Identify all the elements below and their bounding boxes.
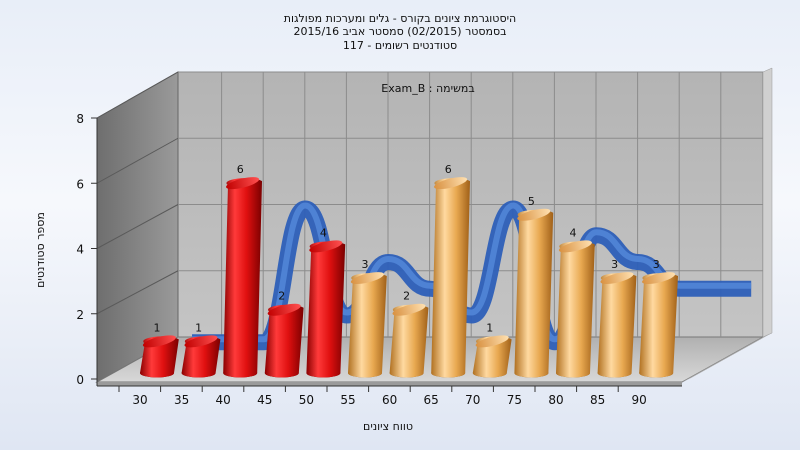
bar: 1 — [140, 321, 179, 378]
x-tick-label: 55 — [340, 393, 355, 407]
bar-body — [348, 273, 387, 378]
bar-value-label: 1 — [154, 321, 161, 334]
bar-value-label: 3 — [611, 258, 618, 271]
x-tick-label: 30 — [132, 393, 147, 407]
bar-body — [264, 304, 304, 378]
chart-title-line-1: היסטוגרמת ציונים בקורס - גלים ומערכות מפ… — [283, 12, 517, 25]
x-tick-label: 50 — [299, 393, 314, 407]
y-tick-label: 2 — [76, 308, 84, 322]
bar-top — [434, 177, 468, 190]
bar-top — [142, 335, 176, 348]
x-tick-label: 65 — [424, 393, 439, 407]
y-tick-label: 4 — [76, 243, 84, 257]
bar-top — [309, 240, 343, 253]
y-tick-label: 6 — [76, 177, 84, 191]
grid-lines — [96, 71, 763, 337]
x-tick-label: 45 — [257, 393, 272, 407]
bar: 2 — [264, 290, 304, 378]
x-tick-label: 70 — [465, 393, 480, 407]
grid-line-side — [96, 71, 179, 119]
bar-top — [226, 177, 260, 190]
chart-title-line-3: סטודנטים רשומים - 117 — [342, 39, 458, 52]
bar-top — [184, 335, 218, 348]
grid-line-side — [96, 137, 179, 184]
ribbon-highlight — [192, 202, 752, 343]
x-tick-label: 85 — [590, 393, 605, 407]
bar-value-label: 4 — [320, 226, 327, 239]
bar: 1 — [181, 321, 221, 378]
right-edge-depth — [762, 67, 773, 338]
x-tick-label: 75 — [507, 393, 522, 407]
bar: 6 — [431, 163, 470, 378]
bar: 3 — [639, 258, 678, 378]
chart-subtitle: במשימה : Exam_B — [381, 82, 474, 95]
bar-body — [639, 273, 678, 378]
y-tick-label: 0 — [76, 373, 84, 387]
y-tick-label: 8 — [76, 112, 84, 126]
bar-value-label: 2 — [278, 290, 285, 303]
bar-body — [431, 178, 470, 378]
bar-top — [642, 272, 676, 285]
bar-value-label: 1 — [486, 321, 493, 334]
floor-front-edge — [97, 382, 682, 386]
x-tick-label: 90 — [632, 393, 647, 407]
bar-value-label: 2 — [403, 290, 410, 303]
trend-ribbon — [191, 200, 752, 351]
bar-body — [223, 178, 262, 378]
floor-right-edge — [682, 333, 772, 382]
bar-body — [514, 209, 554, 378]
x-tick-label: 35 — [174, 393, 189, 407]
bar: 1 — [472, 321, 512, 378]
bar: 3 — [597, 258, 637, 378]
bar-body — [389, 304, 429, 378]
x-axis-label: טווח ציונים — [363, 420, 413, 433]
bar-value-label: 6 — [445, 163, 452, 176]
bar-value-label: 3 — [362, 258, 369, 271]
bar-value-label: 3 — [653, 258, 660, 271]
bar-value-label: 4 — [570, 226, 577, 239]
bars: 1 1 6 2 4 3 2 6 1 5 4 3 3 — [140, 163, 678, 378]
bar-body — [556, 241, 595, 378]
x-tick-label: 80 — [548, 393, 563, 407]
x-tick-label: 60 — [382, 393, 397, 407]
bar: 2 — [389, 290, 429, 378]
x-tick-label: 40 — [216, 393, 231, 407]
bar-top — [517, 208, 551, 221]
bar-top — [558, 240, 592, 253]
chart-title-line-2: בסמסטר (02/2015) סמסטר אביב 2015/16 — [293, 25, 507, 38]
bar-body — [597, 273, 637, 378]
bar-top — [600, 272, 634, 285]
bar: 5 — [514, 195, 554, 378]
bar: 6 — [223, 163, 262, 378]
bar: 4 — [556, 226, 595, 378]
grid-line-side — [96, 204, 179, 249]
y-axis-label: מספר סטודנטים — [34, 212, 47, 288]
bar-top — [267, 303, 301, 316]
bar: 4 — [306, 226, 346, 378]
bar-body — [306, 241, 346, 378]
bar: 3 — [348, 258, 387, 378]
bar-value-label: 6 — [237, 163, 244, 176]
bar-top — [350, 272, 384, 285]
bar-value-label: 5 — [528, 195, 535, 208]
bar-value-label: 1 — [195, 321, 202, 334]
bar-top — [475, 335, 509, 348]
bar-top — [392, 303, 426, 316]
grid-line-side — [96, 270, 179, 315]
